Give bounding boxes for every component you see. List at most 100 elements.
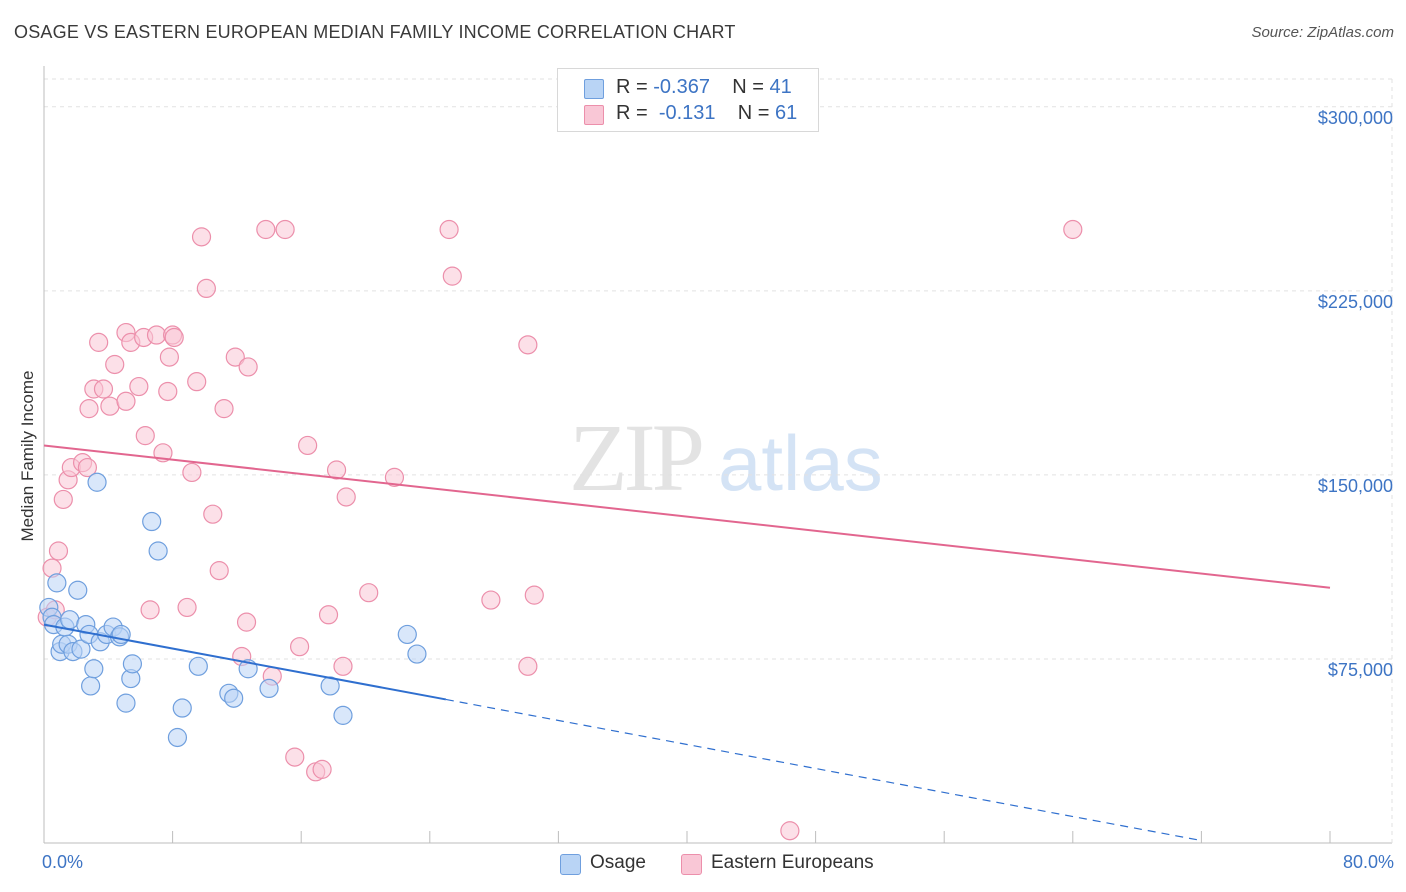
eastern-europeans-point bbox=[196, 278, 216, 299]
eastern-europeans-point bbox=[116, 391, 136, 411]
eastern-europeans-point bbox=[214, 399, 234, 419]
osage-point bbox=[148, 541, 168, 561]
n-value-eastern-europeans: 61 bbox=[775, 102, 798, 124]
osage-point bbox=[224, 688, 244, 708]
eastern-europeans-point bbox=[129, 376, 149, 397]
watermark: ZIP atlas bbox=[569, 404, 883, 511]
eastern-europeans-trend-line bbox=[43, 444, 1331, 589]
eastern-europeans-point bbox=[177, 597, 197, 618]
y-tick-label: $300,000 bbox=[1318, 108, 1393, 128]
osage-point bbox=[87, 472, 107, 492]
eastern-europeans-point bbox=[439, 219, 459, 240]
legend-stats-eastern-europeans: R = -0.131 N = 61 bbox=[616, 102, 797, 125]
osage-point bbox=[142, 511, 162, 532]
watermark-atlas: atlas bbox=[718, 419, 883, 507]
eastern-europeans-point bbox=[442, 266, 462, 286]
osage-point bbox=[84, 659, 104, 679]
n-label: N = bbox=[737, 102, 770, 124]
eastern-europeans-point bbox=[77, 457, 98, 478]
eastern-europeans-point bbox=[89, 332, 109, 352]
eastern-europeans-point bbox=[100, 396, 120, 416]
eastern-europeans-point bbox=[518, 335, 538, 355]
osage-swatch bbox=[560, 854, 581, 875]
eastern-europeans-point bbox=[93, 379, 114, 399]
osage-point bbox=[122, 654, 143, 674]
osage-point bbox=[167, 727, 188, 748]
eastern-europeans-point bbox=[275, 219, 295, 240]
eastern-europeans-point bbox=[79, 399, 99, 419]
eastern-europeans-points bbox=[37, 219, 1083, 841]
osage-point bbox=[68, 580, 88, 600]
eastern-europeans-point bbox=[135, 426, 155, 446]
osage-point bbox=[47, 573, 67, 593]
r-label: R = bbox=[616, 102, 648, 124]
y-tick-labels: $75,000 $150,000 $225,000 $300,000 bbox=[1318, 108, 1393, 680]
source-label: Source: ZipAtlas.com bbox=[1251, 24, 1394, 41]
eastern-europeans-legend-label: Eastern Europeans bbox=[711, 852, 874, 873]
r-value-eastern-europeans: -0.131 bbox=[658, 102, 716, 124]
osage-legend-label: Osage bbox=[590, 852, 646, 873]
r-label: R = bbox=[616, 76, 648, 98]
eastern-europeans-point bbox=[780, 821, 800, 841]
watermark-zip: ZIP bbox=[569, 404, 702, 511]
eastern-europeans-point bbox=[518, 656, 538, 676]
eastern-europeans-point bbox=[285, 747, 305, 767]
eastern-europeans-point bbox=[53, 489, 73, 510]
x-tick-label-max: 80.0% bbox=[1342, 852, 1394, 872]
eastern-europeans-point bbox=[209, 561, 229, 581]
y-tick-label: $75,000 bbox=[1328, 660, 1393, 680]
osage-trend-extension bbox=[445, 698, 1202, 842]
eastern-europeans-point bbox=[48, 541, 69, 561]
osage-point bbox=[81, 676, 101, 696]
osage-point bbox=[172, 698, 192, 718]
r-value-osage: -0.367 bbox=[653, 76, 710, 98]
eastern-europeans-point bbox=[326, 460, 347, 480]
eastern-europeans-point bbox=[384, 467, 405, 487]
eastern-europeans-point bbox=[256, 219, 276, 240]
eastern-europeans-point bbox=[359, 583, 379, 603]
legend-swatch-osage bbox=[584, 79, 604, 99]
eastern-europeans-point bbox=[225, 347, 245, 367]
osage-points bbox=[39, 472, 427, 748]
eastern-europeans-point bbox=[164, 327, 184, 348]
osage-point bbox=[397, 624, 417, 645]
eastern-europeans-point bbox=[289, 637, 310, 657]
osage-point bbox=[116, 693, 136, 713]
eastern-europeans-point bbox=[524, 585, 544, 605]
eastern-europeans-point bbox=[187, 372, 207, 392]
eastern-europeans-point bbox=[203, 504, 223, 524]
osage-trend-line bbox=[43, 623, 447, 701]
eastern-europeans-point bbox=[159, 347, 179, 367]
eastern-europeans-point bbox=[481, 590, 501, 610]
eastern-europeans-point bbox=[158, 381, 178, 402]
eastern-europeans-point bbox=[182, 462, 202, 483]
y-axis-label: Median Family Income bbox=[18, 370, 37, 542]
eastern-europeans-swatch bbox=[681, 854, 702, 875]
y-tick-label: $225,000 bbox=[1318, 292, 1393, 312]
axes bbox=[43, 66, 1393, 844]
osage-point bbox=[259, 678, 279, 699]
osage-point bbox=[407, 644, 427, 664]
y-tick-label: $150,000 bbox=[1318, 476, 1393, 496]
n-label: N = bbox=[732, 76, 764, 98]
osage-point bbox=[60, 610, 80, 630]
n-value-osage: 41 bbox=[769, 76, 792, 98]
eastern-europeans-point bbox=[191, 227, 212, 247]
trend-lines bbox=[43, 444, 1331, 842]
eastern-europeans-point bbox=[336, 487, 356, 507]
legend-stats-osage: R = -0.367 N = 41 bbox=[616, 76, 792, 99]
legend-swatch-eastern-europeans bbox=[584, 105, 604, 125]
x-tick-label-min: 0.0% bbox=[42, 852, 84, 872]
eastern-europeans-point bbox=[236, 612, 257, 632]
eastern-europeans-point bbox=[238, 357, 258, 377]
eastern-europeans-point bbox=[312, 759, 332, 779]
osage-point bbox=[333, 705, 353, 725]
eastern-europeans-point bbox=[1063, 219, 1083, 240]
chart-title: OSAGE VS EASTERN EUROPEAN MEDIAN FAMILY … bbox=[14, 22, 736, 42]
eastern-europeans-point bbox=[105, 354, 125, 375]
osage-point bbox=[188, 656, 208, 676]
eastern-europeans-point bbox=[333, 656, 353, 676]
eastern-europeans-point bbox=[146, 325, 167, 345]
eastern-europeans-point bbox=[140, 600, 160, 620]
